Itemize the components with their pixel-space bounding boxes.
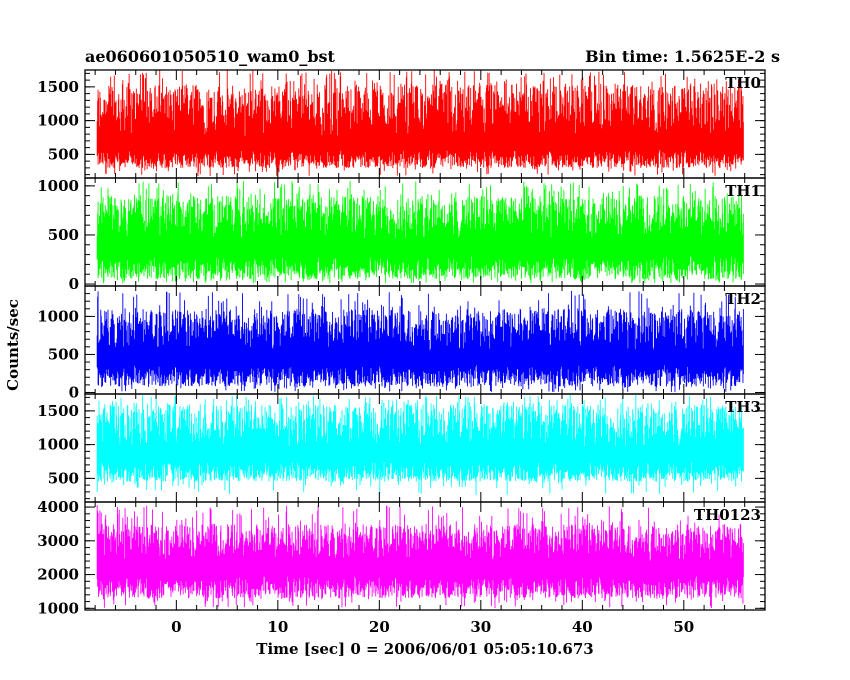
panel-label: TH1: [725, 182, 761, 200]
x-axis: 0 10 20 30 40 50: [171, 618, 694, 636]
panel-label: TH0: [725, 74, 761, 92]
panel-label: TH3: [725, 398, 761, 416]
y-tick-label: 1000: [37, 177, 79, 195]
y-tick-label: 1000: [37, 436, 79, 454]
x-axis-label: Time [sec] 0 = 2006/06/01 05:05:10.673: [256, 640, 593, 658]
x-tick-label: 40: [572, 618, 593, 636]
panel-th3: 500 1000 1500 TH3: [37, 393, 766, 503]
y-axis-label: Counts/sec: [4, 299, 22, 391]
y-tick-label: 0: [69, 383, 79, 401]
y-tick-label: 500: [48, 469, 79, 487]
panel-th2: 0 500 1000 TH2: [37, 285, 766, 401]
y-tick-label: 1000: [37, 307, 79, 325]
panel-th1: 0 500 1000 TH1: [37, 177, 766, 293]
panels-group: 500 1000 1500 TH0 0 500 1000 TH1 0 500 1000 TH2 500 1…: [37, 69, 766, 617]
x-tick-label: 10: [267, 618, 288, 636]
y-tick-label: 500: [48, 345, 79, 363]
series-th0: [96, 70, 744, 176]
y-tick-label: 4000: [37, 498, 79, 516]
y-tick-label: 1500: [37, 78, 79, 96]
y-tick-label: 0: [69, 275, 79, 293]
bin-time-label: Bin time: 1.5625E-2 s: [585, 47, 780, 66]
y-tick-label: 1000: [37, 112, 79, 130]
series-th2: [96, 291, 744, 393]
x-tick-label: 20: [369, 618, 390, 636]
y-tick-label: 3000: [37, 532, 79, 550]
x-tick-label: 0: [171, 618, 181, 636]
x-tick-label: 30: [470, 618, 491, 636]
y-tick-label: 500: [48, 226, 79, 244]
y-tick-label: 500: [48, 145, 79, 163]
series-th3: [96, 394, 744, 496]
panel-label: TH2: [725, 290, 761, 308]
panel-th0: 500 1000 1500 TH0: [37, 69, 766, 179]
y-tick-label: 1500: [37, 402, 79, 420]
panel-th0123: 1000 2000 3000 4000 TH0123: [37, 498, 766, 617]
series-th0123: [96, 505, 744, 608]
y-tick-label: 2000: [37, 566, 79, 584]
x-tick-label: 50: [673, 618, 694, 636]
panel-label: TH0123: [694, 506, 761, 524]
chart-title: ae060601050510_wam0_bst: [85, 47, 336, 66]
panel-frame: [84, 501, 766, 611]
y-tick-label: 1000: [37, 599, 79, 617]
series-th1: [96, 181, 744, 284]
